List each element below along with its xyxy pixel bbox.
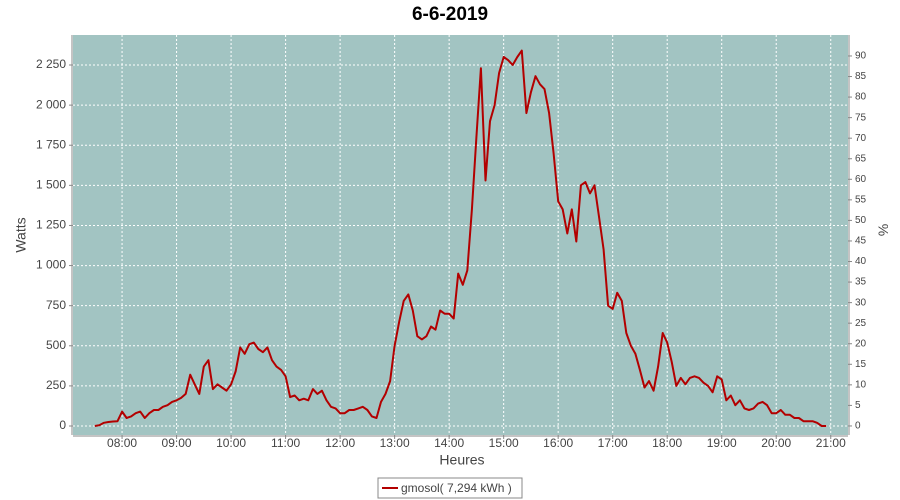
y-tick-label: 1 750 [36,137,66,151]
y2-tick-label: 60 [855,174,867,185]
x-tick-label: 14:00 [434,436,464,450]
x-tick-label: 18:00 [652,436,682,450]
x-tick-label: 20:00 [761,436,791,450]
y2-tick-label: 5 [855,400,861,411]
x-tick-label: 15:00 [489,436,519,450]
y-tick-label: 500 [46,338,66,352]
y2-tick-label: 45 [855,236,867,247]
x-axis-label: Heures [439,452,484,468]
y-tick-label: 2 250 [36,57,66,71]
x-tick-label: 19:00 [707,436,737,450]
x-tick-label: 16:00 [543,436,573,450]
y-axis-label: Watts [13,217,29,252]
y2-tick-label: 25 [855,318,867,329]
y2-tick-label: 30 [855,297,867,308]
y-tick-label: 2 000 [36,97,66,111]
y-tick-label: 0 [59,418,66,432]
y2-axis-label: % [875,224,891,236]
x-tick-label: 09:00 [162,436,192,450]
y-tick-label: 250 [46,378,66,392]
y2-tick-label: 85 [855,71,867,82]
x-tick-label: 21:00 [816,436,846,450]
y2-tick-label: 75 [855,112,867,123]
plot-background [73,35,848,435]
x-tick-label: 17:00 [598,436,628,450]
y-tick-label: 1 250 [36,218,66,232]
y2-tick-label: 10 [855,379,867,390]
y2-tick-label: 70 [855,133,867,144]
y2-tick-label: 15 [855,359,867,370]
data-line [94,49,827,427]
legend-box [377,477,523,499]
x-tick-label: 12:00 [325,436,355,450]
x-tick-label: 11:00 [271,436,300,450]
legend: gmosol( 7,294 kWh ) [377,477,523,499]
y2-tick-label: 0 [855,421,861,432]
chart-title: 6-6-2019 [412,4,488,25]
x-tick-label: 13:00 [380,436,410,450]
legend-label: gmosol( 7,294 kWh ) [401,481,512,495]
y2-tick-label: 65 [855,153,867,164]
x-tick-label: 10:00 [216,436,246,450]
x-tick-label: 08:00 [107,436,137,450]
y2-tick-label: 90 [855,51,867,62]
y2-tick-label: 35 [855,277,867,288]
y-tick-label: 750 [46,298,66,312]
y2-tick-label: 55 [855,194,867,205]
y2-tick-label: 20 [855,338,867,349]
y2-tick-label: 50 [855,215,867,226]
y2-tick-label: 80 [855,92,867,103]
y2-tick-label: 40 [855,256,867,267]
y-tick-label: 1 000 [36,258,66,272]
y-tick-label: 1 500 [36,178,66,192]
